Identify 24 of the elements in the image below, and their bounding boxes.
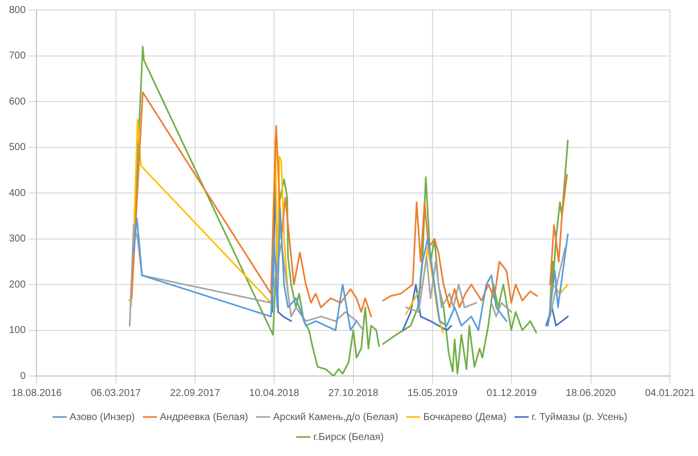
legend-label: г.Бирск (Белая) <box>313 432 384 443</box>
y-tick-label: 100 <box>8 325 26 336</box>
x-tick-label: 04.01.2021 <box>644 388 696 399</box>
x-tick-label: 15.05.2019 <box>407 388 458 399</box>
y-tick-label: 400 <box>8 188 26 199</box>
legend-label: Арский Камень,д/о (Белая) <box>273 412 398 423</box>
x-tick-label: 01.12.2019 <box>486 388 538 399</box>
legend-label: Андреевка (Белая) <box>160 412 248 423</box>
y-tick-label: 600 <box>8 96 26 108</box>
y-tick-label: 300 <box>8 234 26 244</box>
y-tick-label: 700 <box>8 50 26 62</box>
x-tick-label: 22.09.2017 <box>170 388 220 399</box>
x-tick-label: 06.03.2017 <box>90 388 142 399</box>
legend-label: Бочкарево (Дема) <box>423 412 507 423</box>
x-tick-label: 10.04.2018 <box>249 388 300 399</box>
y-tick-label: 500 <box>8 142 26 153</box>
y-tick-label: 800 <box>8 4 26 16</box>
y-tick-label: 0 <box>20 370 26 382</box>
x-tick-label: 27.10.2018 <box>328 388 379 399</box>
legend-label: Азово (Инзер) <box>70 412 135 423</box>
legend-label: г. Туймазы (р. Усень) <box>532 412 628 423</box>
x-tick-label: 18.06.2020 <box>566 388 616 399</box>
y-tick-label: 200 <box>8 279 26 290</box>
x-tick-label: 18.08.2016 <box>12 388 62 399</box>
